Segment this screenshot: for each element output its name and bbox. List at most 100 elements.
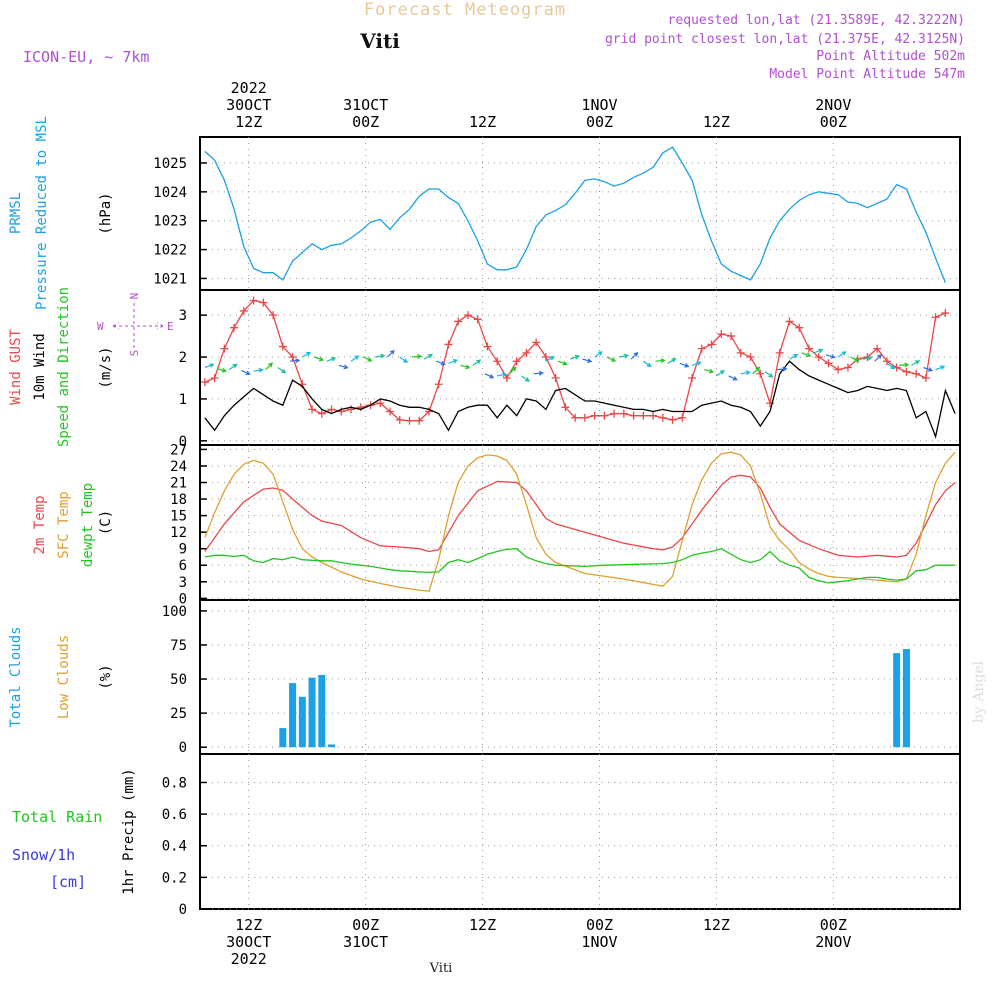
cloud-bar	[318, 674, 326, 748]
y-tick-label: 1	[179, 392, 187, 408]
gust-marker	[921, 373, 930, 382]
gust-marker	[571, 413, 580, 422]
y-tick-label: 1024	[153, 185, 187, 201]
snow-label: Snow/1h	[12, 846, 75, 864]
gust-marker	[454, 317, 463, 326]
y-tick-label: 24	[170, 459, 187, 475]
time-label-top: 2NOV	[815, 96, 851, 114]
y-tick-label: 21	[170, 476, 187, 492]
gust-marker	[483, 342, 492, 351]
gust-marker	[532, 338, 541, 347]
gust-marker	[434, 380, 443, 389]
series-line	[204, 474, 956, 558]
compass-arrows	[112, 303, 164, 350]
wind-barb	[874, 354, 882, 362]
wind-barb	[399, 356, 409, 363]
time-label-top: 00Z	[820, 113, 847, 131]
gust-marker	[230, 323, 239, 332]
wind-barb	[667, 358, 677, 364]
panel-ylabel: Wind GUST	[8, 329, 24, 405]
wind-barb	[764, 371, 774, 378]
gust-marker	[775, 348, 784, 357]
gust-marker	[912, 369, 921, 378]
y-tick-label: 75	[170, 638, 187, 654]
gust-marker	[707, 340, 716, 349]
gust-marker	[941, 309, 950, 318]
wind-barb	[484, 373, 495, 379]
wind-barb	[545, 356, 555, 362]
series-line	[204, 360, 956, 439]
gust-marker	[512, 357, 521, 366]
y-tick-label: 0.4	[162, 839, 187, 855]
series-line	[204, 451, 956, 592]
gust-marker	[785, 317, 794, 326]
y-tick-label: 0.8	[162, 775, 187, 791]
wind-barb	[436, 360, 446, 366]
wind-barb	[265, 362, 273, 371]
pressure-panel: 1021 1022 1023 1024 1025 (hPa)	[98, 136, 961, 291]
wind-barb	[691, 361, 702, 366]
panel-ylabel: 10m Wind	[32, 333, 48, 400]
y-tick-label: 2	[179, 350, 187, 366]
y-tick-label: 27	[170, 442, 187, 458]
gust-marker	[639, 411, 648, 420]
wind-barb	[338, 364, 349, 370]
wind-barb	[618, 353, 630, 359]
time-label-bottom: 12Z	[235, 916, 262, 934]
wind-barb	[642, 360, 652, 368]
wind-barb	[387, 349, 395, 358]
wind-barb	[290, 358, 301, 364]
y-tick-label: 1023	[153, 214, 187, 230]
gust-marker	[727, 332, 736, 341]
gust-marker	[210, 373, 219, 382]
panel-frame	[199, 753, 961, 910]
gust-marker	[561, 403, 570, 412]
panel-ylabel: Total Clouds	[8, 626, 24, 727]
series-line	[204, 548, 956, 584]
gust-marker	[600, 411, 609, 420]
y-tick-label: 1022	[153, 243, 187, 259]
cloud-bar	[289, 683, 297, 748]
wind-barb	[460, 364, 471, 370]
gust-marker	[473, 315, 482, 324]
wind-barb	[899, 362, 910, 368]
y-tick-label: 25	[170, 706, 187, 722]
wind-barb	[886, 362, 896, 370]
gust-marker	[463, 311, 472, 320]
compass-n: N	[128, 293, 141, 300]
gust-marker	[619, 409, 628, 418]
panel-ylabel: SFC Temp	[56, 491, 72, 558]
gust-marker	[717, 329, 726, 338]
y-tick-label: 9	[179, 542, 187, 558]
gust-marker	[376, 399, 385, 408]
gust-marker	[356, 403, 365, 412]
gust-marker	[629, 411, 638, 420]
gust-marker	[697, 344, 706, 353]
gust-marker	[493, 357, 502, 366]
gust-marker	[386, 407, 394, 416]
model-altitude: Model Point Altitude 547m	[769, 67, 965, 82]
wind-barb	[362, 356, 373, 362]
gust-marker	[746, 353, 755, 362]
y-tick-label: 50	[170, 672, 187, 688]
gust-marker	[415, 416, 424, 425]
time-label-top: 12Z	[235, 113, 262, 131]
y-tick-label: 0	[179, 434, 187, 450]
y-tick-label: 0	[179, 591, 187, 607]
y-tick-label: 1021	[153, 271, 187, 287]
gust-marker	[317, 409, 326, 418]
y-tick-label: 12	[170, 525, 187, 541]
wind-barb	[630, 351, 639, 360]
gust-marker	[200, 378, 209, 387]
wind-barb	[277, 367, 287, 374]
wind-barb	[557, 360, 568, 366]
wind-barb	[850, 356, 860, 362]
wind-barb	[716, 369, 725, 377]
wind-barb	[533, 370, 544, 376]
wind-barb	[825, 354, 836, 359]
y-tick-label: 0	[179, 902, 187, 918]
